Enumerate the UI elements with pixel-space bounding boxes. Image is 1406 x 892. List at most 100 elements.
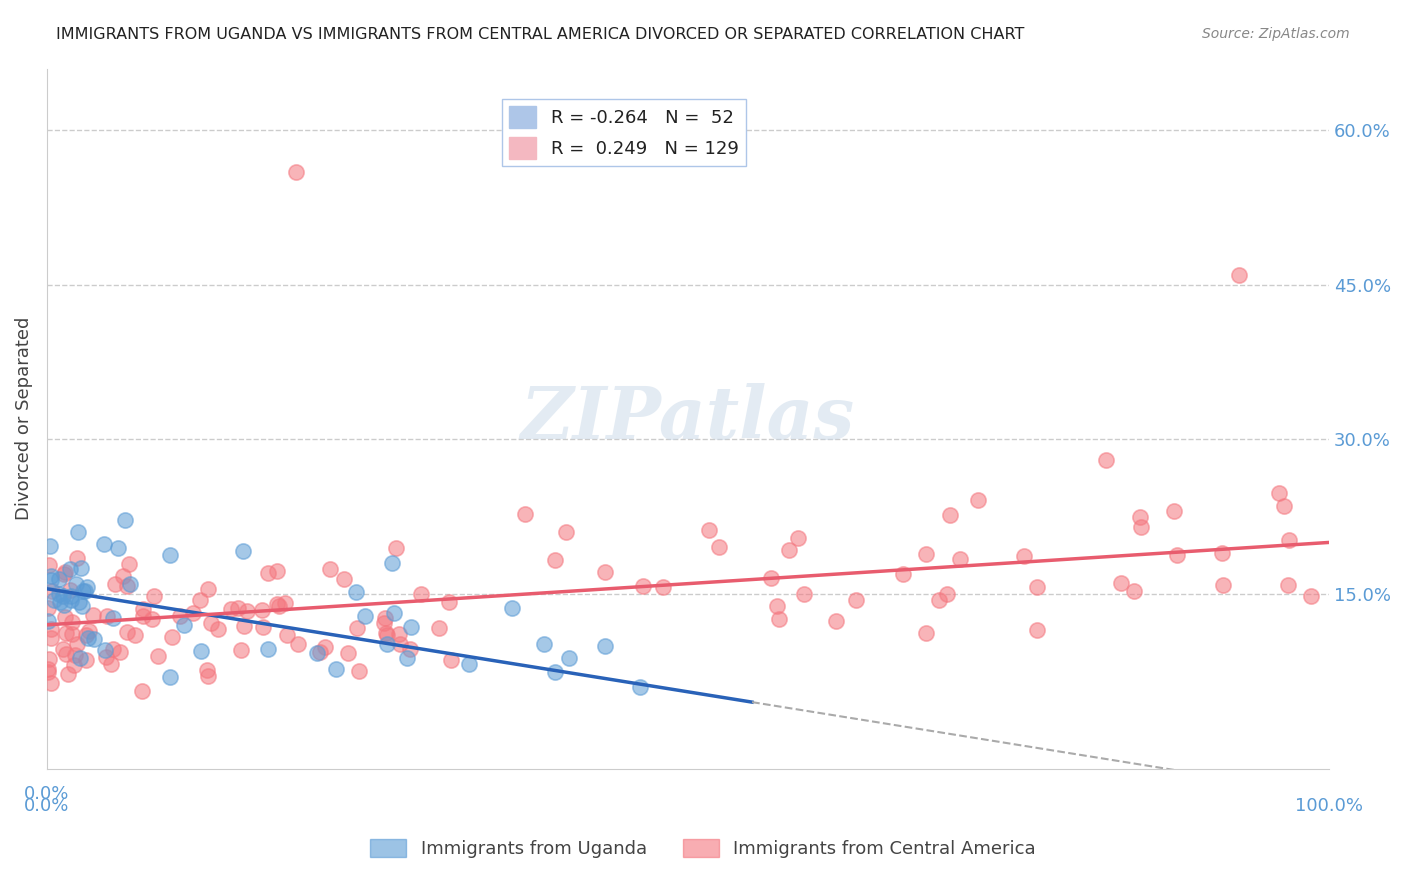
Point xyxy=(346,621,368,635)
Point xyxy=(55,626,77,640)
Point xyxy=(759,571,782,585)
Point xyxy=(768,612,790,626)
Point xyxy=(1094,453,1116,467)
Point xyxy=(375,626,398,640)
Point xyxy=(778,543,800,558)
Point xyxy=(96,650,118,665)
Point xyxy=(141,612,163,626)
Point xyxy=(131,609,153,624)
Point xyxy=(115,579,138,593)
Point xyxy=(427,621,450,635)
Point xyxy=(143,589,166,603)
Point xyxy=(276,628,298,642)
Point xyxy=(633,579,655,593)
Point xyxy=(55,647,77,661)
Point xyxy=(104,577,127,591)
Point xyxy=(533,637,555,651)
Point xyxy=(1278,533,1301,547)
Point xyxy=(38,558,60,572)
Point xyxy=(396,650,419,665)
Point xyxy=(697,523,720,537)
Point xyxy=(56,667,79,681)
Point xyxy=(52,589,75,603)
Point xyxy=(399,642,422,657)
Point xyxy=(53,610,76,624)
Point xyxy=(891,567,914,582)
Point xyxy=(252,603,274,617)
Point xyxy=(1025,580,1047,594)
Point xyxy=(59,592,82,607)
Point xyxy=(66,637,89,651)
Point xyxy=(1012,549,1035,563)
Point xyxy=(928,592,950,607)
Point xyxy=(766,599,789,614)
Point xyxy=(52,641,75,656)
Point xyxy=(256,641,278,656)
Point xyxy=(825,614,848,628)
Point xyxy=(388,627,411,641)
Point xyxy=(266,564,288,578)
Point xyxy=(107,541,129,556)
Point xyxy=(967,493,990,508)
Point xyxy=(44,593,66,607)
Point xyxy=(39,676,62,690)
Point xyxy=(235,604,257,618)
Point xyxy=(555,525,578,540)
Point xyxy=(75,652,97,666)
Point xyxy=(1122,584,1144,599)
Point xyxy=(69,651,91,665)
Point xyxy=(100,657,122,672)
Point xyxy=(159,670,181,684)
Point xyxy=(70,561,93,575)
Point xyxy=(439,595,461,609)
Point xyxy=(190,644,212,658)
Point xyxy=(53,566,76,580)
Point xyxy=(207,622,229,636)
Point xyxy=(914,626,936,640)
Point xyxy=(39,568,62,582)
Point xyxy=(60,615,83,629)
Text: 0.0%: 0.0% xyxy=(24,785,69,803)
Point xyxy=(257,566,280,580)
Point xyxy=(267,599,290,613)
Point xyxy=(1129,510,1152,524)
Point xyxy=(233,618,256,632)
Point xyxy=(274,596,297,610)
Point xyxy=(66,551,89,566)
Point xyxy=(41,583,63,598)
Point xyxy=(232,544,254,558)
Y-axis label: Divorced or Separated: Divorced or Separated xyxy=(15,318,32,521)
Point xyxy=(60,589,83,603)
Point xyxy=(112,569,135,583)
Point xyxy=(188,593,211,607)
Point xyxy=(114,513,136,527)
Point xyxy=(53,567,76,582)
Point xyxy=(314,640,336,655)
Text: Source: ZipAtlas.com: Source: ZipAtlas.com xyxy=(1202,27,1350,41)
Point xyxy=(53,598,76,612)
Point xyxy=(197,582,219,596)
Point xyxy=(37,600,59,615)
Point xyxy=(793,586,815,600)
Point xyxy=(67,595,90,609)
Point xyxy=(200,616,222,631)
Point xyxy=(65,648,87,662)
Point xyxy=(389,637,412,651)
Point xyxy=(544,553,567,567)
Point xyxy=(75,627,97,641)
Point xyxy=(284,164,307,178)
Point xyxy=(37,662,59,676)
Point xyxy=(375,628,398,642)
Point xyxy=(1299,589,1322,603)
Point xyxy=(118,557,141,571)
Point xyxy=(39,574,62,588)
Point xyxy=(332,572,354,586)
Point xyxy=(72,599,94,613)
Point xyxy=(949,552,972,566)
Point xyxy=(59,583,82,598)
Point xyxy=(845,592,868,607)
Point xyxy=(101,611,124,625)
Point xyxy=(195,663,218,677)
Point xyxy=(1272,499,1295,513)
Point xyxy=(183,606,205,620)
